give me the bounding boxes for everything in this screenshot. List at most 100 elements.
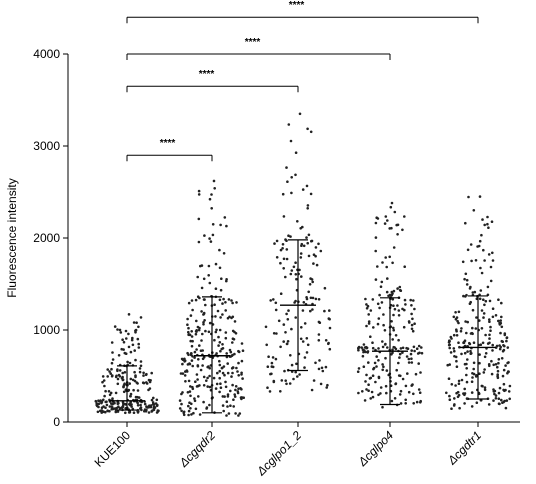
- data-point: [131, 336, 134, 340]
- data-point: [222, 297, 225, 301]
- data-point: [396, 304, 399, 307]
- data-point: [447, 377, 451, 381]
- data-point: [312, 262, 315, 265]
- data-point: [469, 352, 473, 356]
- data-point: [137, 409, 140, 413]
- data-point: [466, 350, 469, 353]
- data-point: [116, 377, 120, 381]
- y-tick-label: 3000: [33, 139, 60, 153]
- data-point: [206, 385, 209, 388]
- data-point: [198, 326, 201, 330]
- data-point: [215, 382, 219, 386]
- data-point: [385, 391, 388, 395]
- data-point: [298, 373, 301, 376]
- data-point: [184, 380, 187, 383]
- data-point: [208, 403, 211, 407]
- data-point: [393, 210, 397, 214]
- data-point: [488, 333, 491, 337]
- data-point: [121, 404, 125, 408]
- data-point: [274, 301, 278, 305]
- data-point: [484, 333, 487, 337]
- data-point: [147, 378, 151, 382]
- data-point: [309, 309, 312, 313]
- data-point: [190, 299, 194, 302]
- data-point: [457, 321, 460, 325]
- data-point: [471, 291, 475, 294]
- data-point: [136, 337, 140, 341]
- data-point: [460, 378, 464, 382]
- data-point: [409, 352, 413, 356]
- data-point: [390, 320, 393, 323]
- data-point: [218, 359, 221, 363]
- data-point: [452, 333, 456, 337]
- data-point: [229, 389, 232, 393]
- data-point: [470, 259, 473, 263]
- data-point: [484, 299, 488, 303]
- data-point: [386, 277, 389, 280]
- data-point: [200, 339, 203, 342]
- data-point: [478, 297, 482, 301]
- data-point: [491, 349, 494, 352]
- data-point: [214, 315, 217, 318]
- data-point: [212, 179, 216, 183]
- data-point: [148, 380, 152, 384]
- data-point: [142, 381, 146, 385]
- data-point: [213, 338, 216, 342]
- data-point: [121, 375, 124, 379]
- data-point: [188, 333, 191, 336]
- data-point: [128, 361, 132, 365]
- data-point: [228, 348, 232, 352]
- data-point: [203, 234, 206, 237]
- data-point: [202, 384, 206, 387]
- data-point: [367, 389, 370, 393]
- data-point: [470, 405, 474, 408]
- data-point: [305, 337, 309, 340]
- data-point: [192, 411, 195, 415]
- data-point: [191, 339, 194, 343]
- data-point: [305, 351, 309, 354]
- data-point: [197, 189, 201, 193]
- data-point: [222, 252, 226, 255]
- data-point: [377, 375, 381, 379]
- data-point: [406, 372, 409, 375]
- data-point: [362, 365, 366, 369]
- data-point: [399, 374, 402, 378]
- data-point: [467, 195, 470, 199]
- data-point: [219, 316, 222, 319]
- data-point: [210, 207, 213, 210]
- data-point: [190, 330, 193, 333]
- data-point: [97, 402, 101, 406]
- data-point: [232, 398, 235, 402]
- data-point: [463, 277, 466, 281]
- data-point: [371, 346, 375, 350]
- data-point: [200, 286, 204, 290]
- data-point: [214, 287, 218, 291]
- data-point: [127, 411, 131, 414]
- data-point: [195, 319, 198, 323]
- data-point: [274, 357, 278, 361]
- data-point: [181, 362, 184, 366]
- data-point: [392, 313, 395, 317]
- data-point: [458, 406, 461, 410]
- data-point: [153, 406, 157, 409]
- data-point: [217, 335, 220, 339]
- data-point: [475, 374, 478, 377]
- data-point: [305, 184, 309, 188]
- data-point: [126, 360, 129, 364]
- data-point: [398, 356, 401, 359]
- data-point: [407, 357, 411, 361]
- data-point: [501, 340, 505, 344]
- data-point: [206, 365, 209, 369]
- data-point: [399, 402, 403, 405]
- data-point: [453, 397, 456, 400]
- data-point: [279, 292, 283, 296]
- data-point: [504, 388, 507, 392]
- data-point: [273, 242, 276, 245]
- data-point: [294, 316, 298, 319]
- data-point: [397, 338, 400, 342]
- data-point: [445, 391, 448, 395]
- data-point: [402, 325, 406, 329]
- data-point: [317, 339, 321, 342]
- data-point: [307, 254, 311, 258]
- data-point: [294, 173, 297, 177]
